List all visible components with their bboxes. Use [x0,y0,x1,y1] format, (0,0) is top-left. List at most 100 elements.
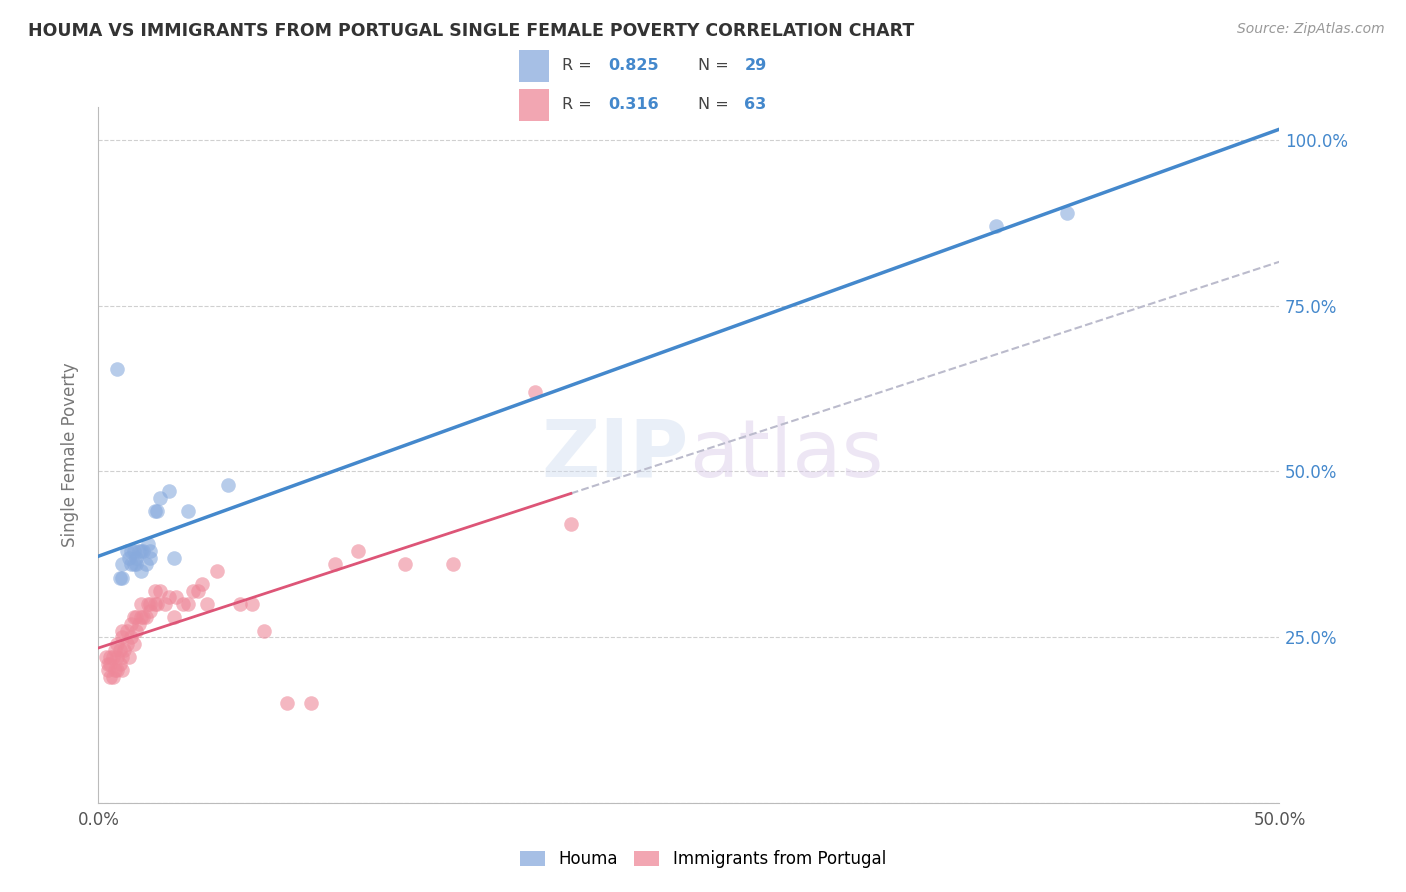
Point [129,564,152,578]
Point [143,597,166,611]
Point [111,570,134,584]
Text: N =: N = [697,97,734,112]
Point [98,670,121,684]
Text: atlas: atlas [689,416,883,494]
Point [98,650,121,665]
Point [108,570,131,584]
Point [229,597,252,611]
Point [1056,206,1078,220]
Text: Source: ZipAtlas.com: Source: ZipAtlas.com [1237,22,1385,37]
Point [122,558,145,572]
Point [276,697,298,711]
Point [101,650,124,665]
Point [524,384,547,399]
Point [125,558,148,572]
Point [441,558,464,572]
Point [121,616,143,631]
Point [195,597,218,611]
Point [181,583,204,598]
Point [101,670,124,684]
Point [139,604,162,618]
Text: 29: 29 [744,58,766,73]
Point [253,624,276,638]
Y-axis label: Single Female Poverty: Single Female Poverty [60,363,79,547]
FancyBboxPatch shape [519,88,550,120]
Text: 0.825: 0.825 [609,58,659,73]
Point [191,577,214,591]
Point [139,597,162,611]
Point [153,597,176,611]
Point [105,361,128,376]
Point [149,491,172,505]
Point [135,558,157,572]
Point [347,544,370,558]
Text: R =: R = [562,97,596,112]
Point [135,610,157,624]
Point [121,558,143,572]
Point [111,624,134,638]
Point [984,219,1007,234]
Point [143,504,166,518]
Point [125,610,148,624]
Point [165,591,187,605]
Point [111,630,134,644]
Point [105,663,128,677]
Point [105,637,128,651]
Point [149,583,172,598]
Point [132,544,155,558]
Point [129,597,152,611]
Point [122,610,145,624]
Point [157,591,180,605]
Point [125,624,148,638]
Point [139,550,162,565]
Point [104,643,127,657]
Text: R =: R = [562,58,596,73]
Point [105,650,128,665]
Point [121,544,143,558]
Point [128,544,150,558]
Point [97,657,120,671]
Point [129,610,152,624]
Point [111,558,134,572]
Text: 63: 63 [744,97,766,112]
Point [122,637,145,651]
Point [98,657,121,671]
Point [146,597,169,611]
Point [108,657,131,671]
Legend: Houma, Immigrants from Portugal: Houma, Immigrants from Portugal [513,844,893,875]
Point [560,517,582,532]
FancyBboxPatch shape [519,50,550,82]
Point [108,643,131,657]
Point [323,558,346,572]
Point [115,637,138,651]
Point [97,663,120,677]
Point [94,650,117,665]
Point [118,550,141,565]
Point [118,650,141,665]
Text: 0.316: 0.316 [609,97,659,112]
Point [240,597,263,611]
Text: HOUMA VS IMMIGRANTS FROM PORTUGAL SINGLE FEMALE POVERTY CORRELATION CHART: HOUMA VS IMMIGRANTS FROM PORTUGAL SINGLE… [28,22,914,40]
Point [136,537,159,551]
Point [177,504,200,518]
Point [299,697,322,711]
Point [163,550,186,565]
Point [172,597,194,611]
Point [128,616,150,631]
Point [205,564,228,578]
Point [136,597,159,611]
Point [115,624,138,638]
Point [115,544,138,558]
Point [104,663,127,677]
Point [217,477,239,491]
Point [146,504,169,518]
Point [122,544,145,558]
Point [112,643,135,657]
Text: ZIP: ZIP [541,416,689,494]
Point [132,610,155,624]
Point [129,544,152,558]
Point [163,610,186,624]
Point [394,558,416,572]
Point [143,583,166,598]
Point [139,544,162,558]
